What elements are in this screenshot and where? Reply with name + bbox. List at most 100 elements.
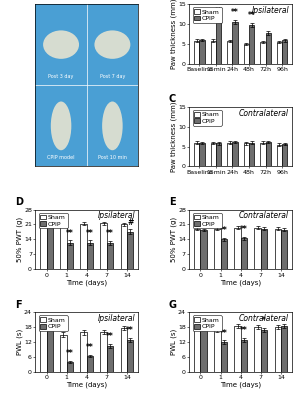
Bar <box>199 143 205 166</box>
Text: Post 3 day: Post 3 day <box>48 74 74 79</box>
Bar <box>194 142 199 166</box>
Bar <box>254 228 261 269</box>
Bar <box>201 327 207 372</box>
Ellipse shape <box>94 30 130 59</box>
Ellipse shape <box>102 102 123 150</box>
Text: **: ** <box>126 326 134 335</box>
Y-axis label: 50% PWT (g): 50% PWT (g) <box>16 217 23 262</box>
Text: C: C <box>169 94 176 104</box>
Bar <box>67 362 73 372</box>
Text: **: ** <box>220 329 228 338</box>
Text: **: ** <box>86 343 94 352</box>
Text: **: ** <box>240 225 248 234</box>
Bar <box>277 144 282 166</box>
Bar <box>60 224 67 269</box>
Bar <box>47 325 53 372</box>
Bar <box>216 20 221 64</box>
Text: **: ** <box>106 230 114 238</box>
Bar <box>249 25 254 64</box>
Bar <box>194 41 199 64</box>
Text: D: D <box>15 197 23 207</box>
Text: Post 7 day: Post 7 day <box>100 74 125 79</box>
X-axis label: Time (days): Time (days) <box>66 382 107 388</box>
Bar <box>121 224 127 269</box>
Bar <box>127 340 133 372</box>
Bar <box>282 40 287 64</box>
Bar <box>211 143 216 166</box>
Bar <box>234 326 241 372</box>
Bar <box>199 40 205 64</box>
Bar <box>107 243 113 269</box>
Bar <box>211 41 216 64</box>
Text: Contralateral: Contralateral <box>239 314 289 323</box>
Legend: Sham, CPIP: Sham, CPIP <box>39 315 68 331</box>
Bar <box>221 239 227 269</box>
Bar <box>266 142 271 166</box>
Bar <box>266 33 271 64</box>
Text: Ipsilateral: Ipsilateral <box>97 314 135 323</box>
X-axis label: Time (days): Time (days) <box>66 279 107 286</box>
Bar <box>127 232 133 269</box>
Bar <box>261 229 267 269</box>
Text: **: ** <box>66 229 74 238</box>
Bar <box>227 142 232 166</box>
Text: Contralateral: Contralateral <box>239 211 289 220</box>
Legend: Sham, CPIP: Sham, CPIP <box>193 110 222 126</box>
Text: **: ** <box>231 8 239 17</box>
Y-axis label: Paw thickness (mm): Paw thickness (mm) <box>170 0 177 69</box>
Text: **: ** <box>215 6 222 16</box>
Bar <box>227 41 232 64</box>
Bar <box>201 230 207 269</box>
Y-axis label: PWL (s): PWL (s) <box>16 329 22 355</box>
Bar <box>60 335 67 372</box>
Bar <box>216 143 221 166</box>
Text: E: E <box>169 197 176 207</box>
Bar <box>100 332 107 372</box>
Bar <box>277 42 282 64</box>
Bar <box>232 22 238 64</box>
Text: **: ** <box>220 226 228 235</box>
Text: **: ** <box>240 326 248 335</box>
Text: Post 10 min: Post 10 min <box>98 155 127 160</box>
Ellipse shape <box>43 30 79 59</box>
Legend: Sham, CPIP: Sham, CPIP <box>193 315 222 331</box>
Text: CPIP model: CPIP model <box>47 155 75 160</box>
Bar <box>260 142 266 166</box>
Bar <box>244 44 249 64</box>
Bar <box>107 346 113 372</box>
Bar <box>275 229 281 269</box>
Bar <box>241 340 247 372</box>
Bar <box>80 332 87 372</box>
Legend: Sham, CPIP: Sham, CPIP <box>193 213 222 228</box>
Text: Ipsilateral: Ipsilateral <box>251 6 289 15</box>
Bar <box>80 224 87 269</box>
Text: **: ** <box>248 11 255 20</box>
Y-axis label: PWL (s): PWL (s) <box>170 329 176 355</box>
Text: F: F <box>15 300 22 310</box>
Bar <box>40 327 47 372</box>
Bar <box>241 238 247 269</box>
Legend: Sham, CPIP: Sham, CPIP <box>39 213 68 228</box>
Bar <box>232 142 238 166</box>
Text: **: ** <box>86 229 94 238</box>
Bar <box>67 242 73 269</box>
Bar <box>40 224 47 269</box>
Bar <box>214 330 221 372</box>
Bar <box>234 228 241 269</box>
Text: **: ** <box>66 350 74 358</box>
Y-axis label: Paw thickness (mm): Paw thickness (mm) <box>170 101 177 172</box>
Text: Contralateral: Contralateral <box>239 108 289 118</box>
Text: G: G <box>169 300 177 310</box>
Bar <box>100 223 107 269</box>
Legend: Sham, CPIP: Sham, CPIP <box>193 7 222 23</box>
Bar <box>194 229 201 269</box>
Bar <box>47 223 53 269</box>
Bar <box>281 326 287 372</box>
Bar <box>194 326 201 372</box>
X-axis label: Time (days): Time (days) <box>220 382 261 388</box>
Bar <box>282 144 287 166</box>
Bar <box>249 142 254 166</box>
X-axis label: Time (days): Time (days) <box>220 279 261 286</box>
Text: **: ** <box>106 332 114 342</box>
Bar <box>254 327 261 372</box>
